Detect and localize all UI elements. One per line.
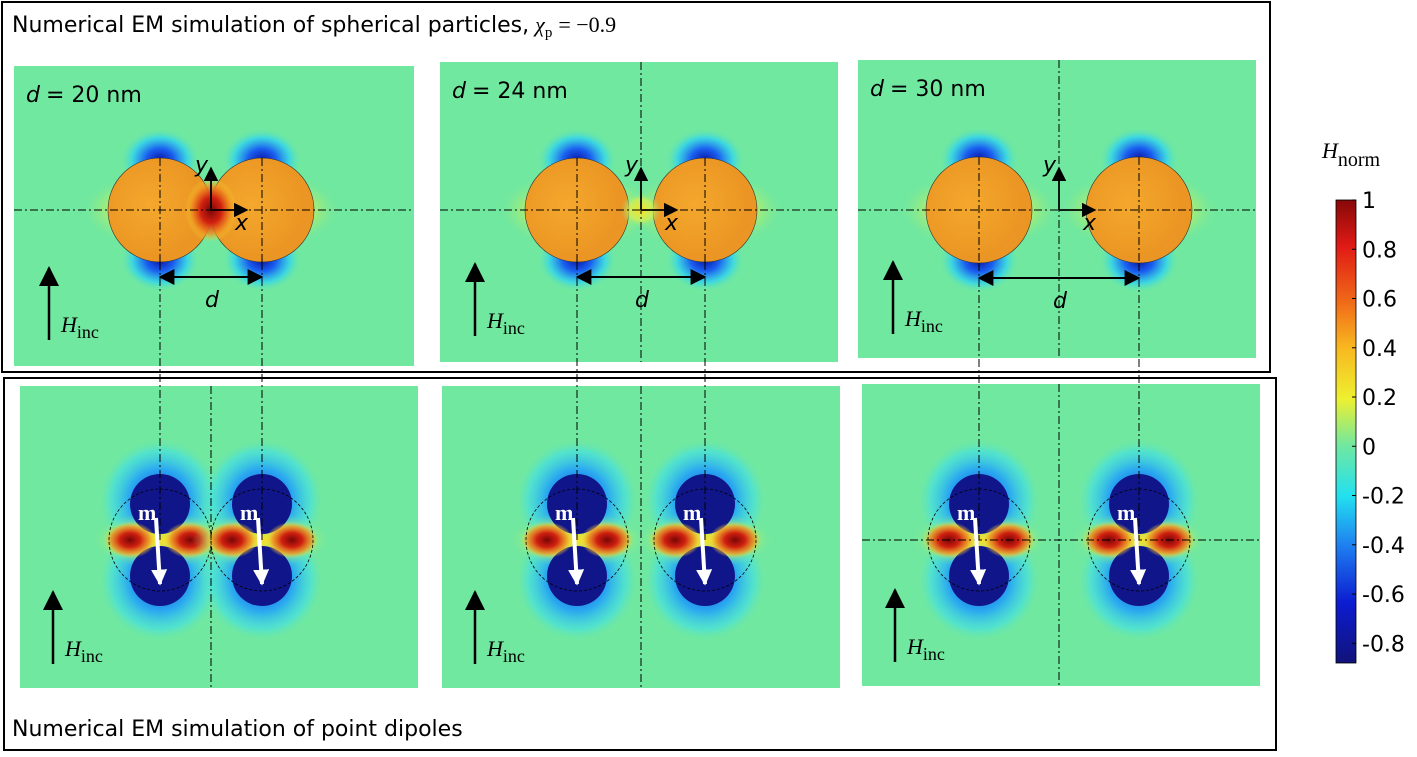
panel-label: d = 24 nm: [452, 79, 568, 104]
dipole-label: m: [240, 500, 258, 525]
colorbar-tick-label: 0.6: [1362, 288, 1397, 313]
colorbar-tick-label: -0.6: [1362, 583, 1405, 608]
dipole-arrow: [1130, 517, 1147, 586]
red-lobe: [206, 522, 258, 558]
colorbar-tick-label: -0.4: [1362, 534, 1405, 559]
dipole-label: m: [957, 500, 975, 525]
text-part: H: [486, 636, 504, 661]
text-part: = 20 nm: [46, 83, 142, 108]
text-part: Numerical EM simulation of spherical par…: [12, 13, 529, 38]
dipole-label: m: [683, 500, 701, 525]
labels: Numerical EM simulation of spherical par…: [12, 12, 1405, 742]
x-label: x: [1082, 211, 1097, 236]
bottom-box: [3, 377, 1277, 751]
text-part: d: [870, 77, 885, 102]
text-part: inc: [81, 646, 103, 666]
colorbar: [1335, 199, 1357, 664]
top-box: [1, 1, 1271, 373]
text-part: inc: [923, 644, 945, 664]
colorbar-tick-label: -0.8: [1362, 632, 1405, 657]
text-part: H: [906, 634, 924, 659]
text-part: inc: [503, 318, 525, 338]
text-part: χ: [533, 12, 546, 37]
dipole-label: m: [138, 500, 156, 525]
dipole-arrow: [568, 517, 585, 586]
colorbar-tick-label: 1: [1362, 189, 1376, 214]
text-part: d: [452, 79, 467, 104]
d-label: d: [1053, 289, 1068, 314]
panel-label: d = 30 nm: [870, 77, 986, 102]
colorbar-tick-label: -0.2: [1362, 485, 1405, 510]
text-part: d: [26, 83, 41, 108]
panel-label: d = 20 nm: [26, 83, 142, 108]
particle-outline: [525, 488, 629, 592]
red-lobe: [709, 522, 761, 558]
text-part: p: [545, 25, 553, 41]
dipole-label: m: [555, 500, 573, 525]
text-part: H: [64, 636, 82, 661]
d-label: d: [635, 288, 650, 313]
y-label: y: [1042, 153, 1057, 178]
h-inc-label: Hinc: [486, 636, 525, 666]
text-part: = −0.9: [558, 12, 616, 37]
text-part: inc: [77, 322, 99, 342]
colorbar-tick-label: 0.4: [1362, 337, 1397, 362]
panels: [14, 60, 1357, 688]
dipole-arrow: [696, 517, 713, 586]
text-part: = 24 nm: [472, 79, 568, 104]
colorbar-tick-label: 0: [1362, 435, 1376, 460]
text-part: inc: [503, 646, 525, 666]
dipole-arrow: [970, 517, 987, 586]
particle-outline: [210, 488, 314, 592]
colorbar-title: Hnorm: [1321, 138, 1381, 171]
text-part: H: [904, 306, 922, 331]
red-lobe: [649, 522, 701, 558]
particle-outline: [653, 488, 757, 592]
text-part: H: [60, 312, 78, 337]
red-lobe: [104, 522, 156, 558]
x-label: x: [234, 211, 249, 236]
top-title: Numerical EM simulation of spherical par…: [12, 12, 616, 41]
dipole-arrow: [253, 517, 270, 586]
red-lobe: [266, 522, 318, 558]
red-lobe: [521, 522, 573, 558]
h-inc-label: Hinc: [60, 312, 99, 342]
bottom-title: Numerical EM simulation of point dipoles: [12, 717, 463, 742]
h-inc-label: Hinc: [904, 306, 943, 336]
colorbar-tick-label: 0.8: [1362, 238, 1397, 263]
text-part: inc: [921, 316, 943, 336]
h-inc-label: Hinc: [64, 636, 103, 666]
h-inc-label: Hinc: [906, 634, 945, 664]
colorbar-tick-label: 0.2: [1362, 386, 1397, 411]
text-part: norm: [1338, 149, 1381, 171]
red-lobe: [581, 522, 633, 558]
text-part: H: [486, 308, 504, 333]
text-part: H: [1321, 138, 1339, 163]
text-part: = 30 nm: [890, 77, 986, 102]
y-label: y: [624, 153, 639, 178]
dipole-label: m: [1117, 500, 1135, 525]
x-label: x: [664, 211, 679, 236]
h-inc-label: Hinc: [486, 308, 525, 338]
d-label: d: [205, 288, 220, 313]
dipole-arrow: [151, 517, 168, 586]
y-label: y: [194, 153, 209, 178]
